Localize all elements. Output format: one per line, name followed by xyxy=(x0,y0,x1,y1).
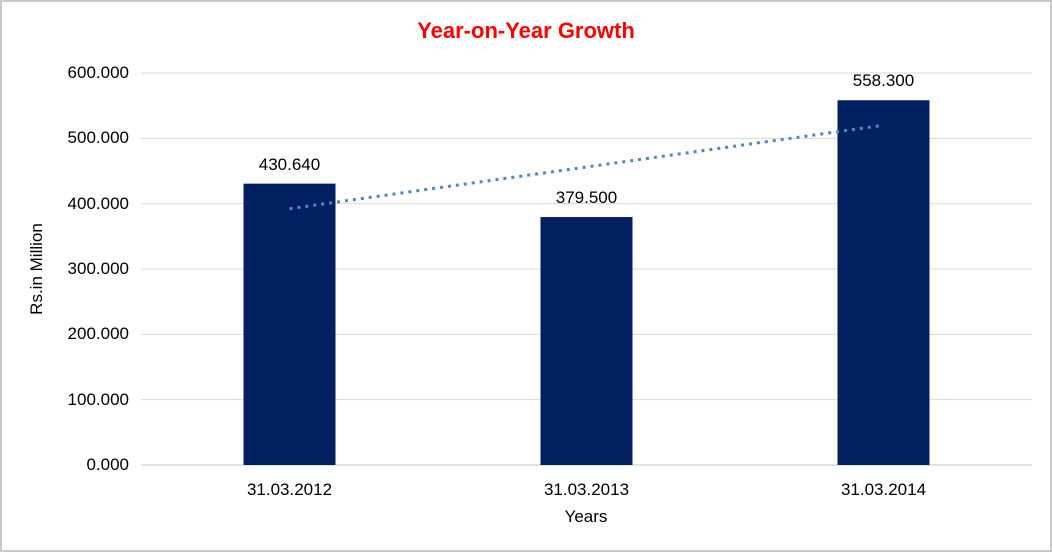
bar xyxy=(837,100,930,465)
bar-value-label: 430.640 xyxy=(258,154,321,174)
y-tick-label: 500.000 xyxy=(67,128,129,148)
bar-value-label: 558.300 xyxy=(852,71,915,91)
y-tick-label: 200.000 xyxy=(67,324,129,344)
x-tick-label: 31.03.2012 xyxy=(246,480,333,499)
x-tick-label: 31.03.2013 xyxy=(543,480,630,499)
x-tick-label: 31.03.2014 xyxy=(840,480,927,499)
y-tick-label: 0.000 xyxy=(86,455,129,474)
chart-title: Year-on-Year Growth xyxy=(417,18,635,43)
y-tick-label: 100.000 xyxy=(67,389,129,409)
bar xyxy=(243,183,336,465)
y-tick-label: 300.000 xyxy=(67,259,129,278)
bar-value-label: 379.500 xyxy=(555,188,618,208)
y-tick-label: 400.000 xyxy=(67,193,129,213)
y-tick-label: 600.000 xyxy=(67,63,129,82)
x-axis-title: Years xyxy=(564,507,608,526)
bar xyxy=(540,217,633,465)
